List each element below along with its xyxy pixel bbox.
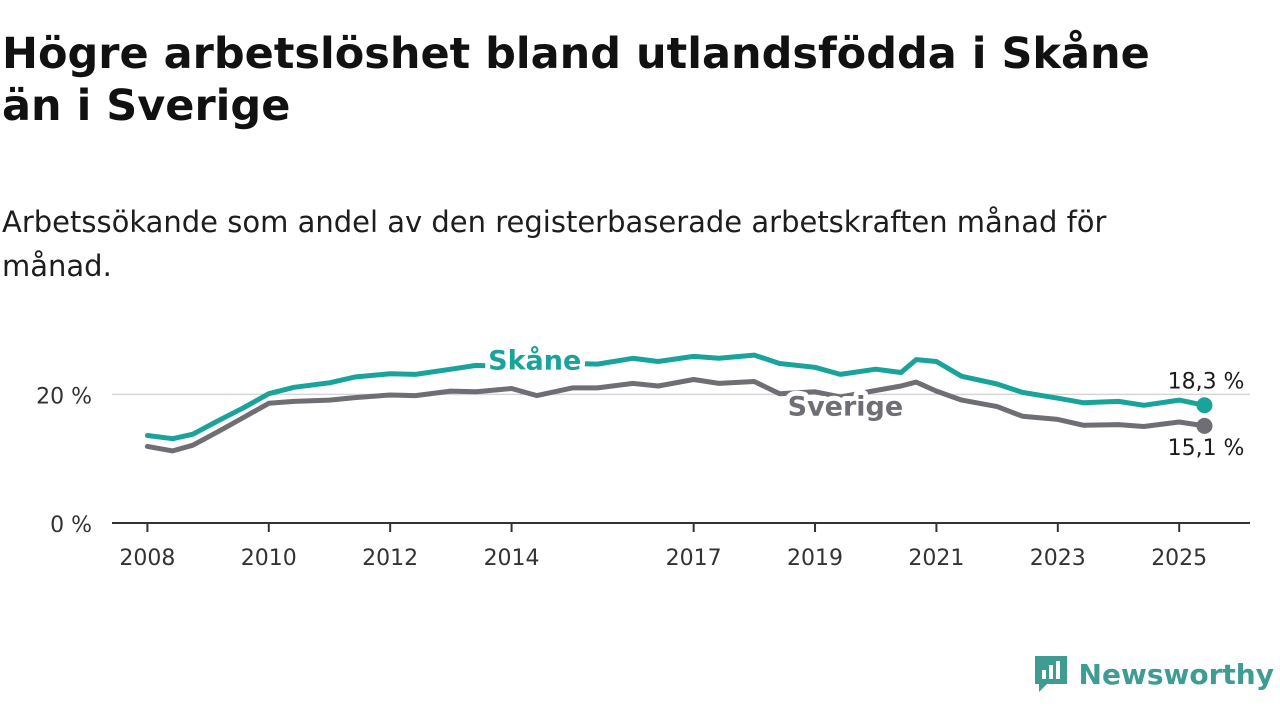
end-value-label-1: 15,1 % [1168, 436, 1245, 461]
x-tick-label-4: 2017 [666, 546, 722, 571]
end-point-1 [1196, 417, 1213, 434]
x-tick-label-7: 2023 [1030, 546, 1086, 571]
chart-subtitle: Arbetssökande som andel av den registerb… [2, 205, 1107, 283]
x-tick-label-3: 2014 [484, 546, 540, 571]
brand-logo: Newsworthy [1033, 652, 1274, 696]
series-label-0: Skåne [488, 344, 581, 376]
y-tick-label-1: 20 % [36, 384, 92, 409]
x-tick-label-1: 2010 [241, 546, 297, 571]
series-line-skne [144, 352, 1207, 442]
chart-title: Högre arbetslöshet bland utlandsfödda i … [2, 29, 1150, 131]
end-value-label-0: 18,3 % [1168, 369, 1245, 394]
brand-name: Newsworthy [1078, 657, 1274, 691]
series-line-sverige [144, 377, 1207, 454]
y-tick-label-0: 0 % [50, 513, 92, 538]
x-tick-label-5: 2019 [787, 546, 843, 571]
x-tick-label-0: 2008 [119, 546, 175, 571]
x-tick-label-8: 2025 [1151, 546, 1207, 571]
x-tick-label-2: 2012 [362, 546, 418, 571]
newsworthy-logo-icon [1034, 656, 1067, 692]
x-tick-label-6: 2021 [908, 546, 964, 571]
series-label-1: Sverige [788, 392, 904, 423]
end-point-0 [1196, 397, 1213, 414]
